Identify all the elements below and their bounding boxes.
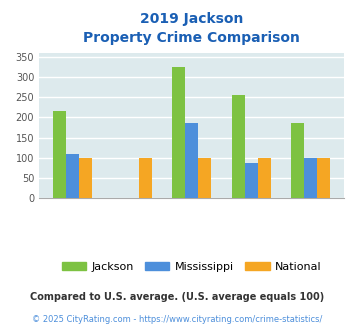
Text: © 2025 CityRating.com - https://www.cityrating.com/crime-statistics/: © 2025 CityRating.com - https://www.city… (32, 315, 323, 324)
Bar (258, 158, 271, 198)
Bar (231, 95, 245, 198)
Bar (198, 158, 211, 198)
Bar (139, 158, 152, 198)
Text: Compared to U.S. average. (U.S. average equals 100): Compared to U.S. average. (U.S. average … (31, 292, 324, 302)
Bar (291, 123, 304, 198)
Bar (66, 154, 79, 198)
Bar (317, 158, 331, 198)
Bar (245, 163, 258, 198)
Legend: Jackson, Mississippi, National: Jackson, Mississippi, National (57, 258, 326, 277)
Bar (53, 111, 66, 198)
Bar (79, 158, 92, 198)
Bar (172, 67, 185, 198)
Bar (304, 158, 317, 198)
Bar (185, 123, 198, 198)
Title: 2019 Jackson
Property Crime Comparison: 2019 Jackson Property Crime Comparison (83, 12, 300, 45)
